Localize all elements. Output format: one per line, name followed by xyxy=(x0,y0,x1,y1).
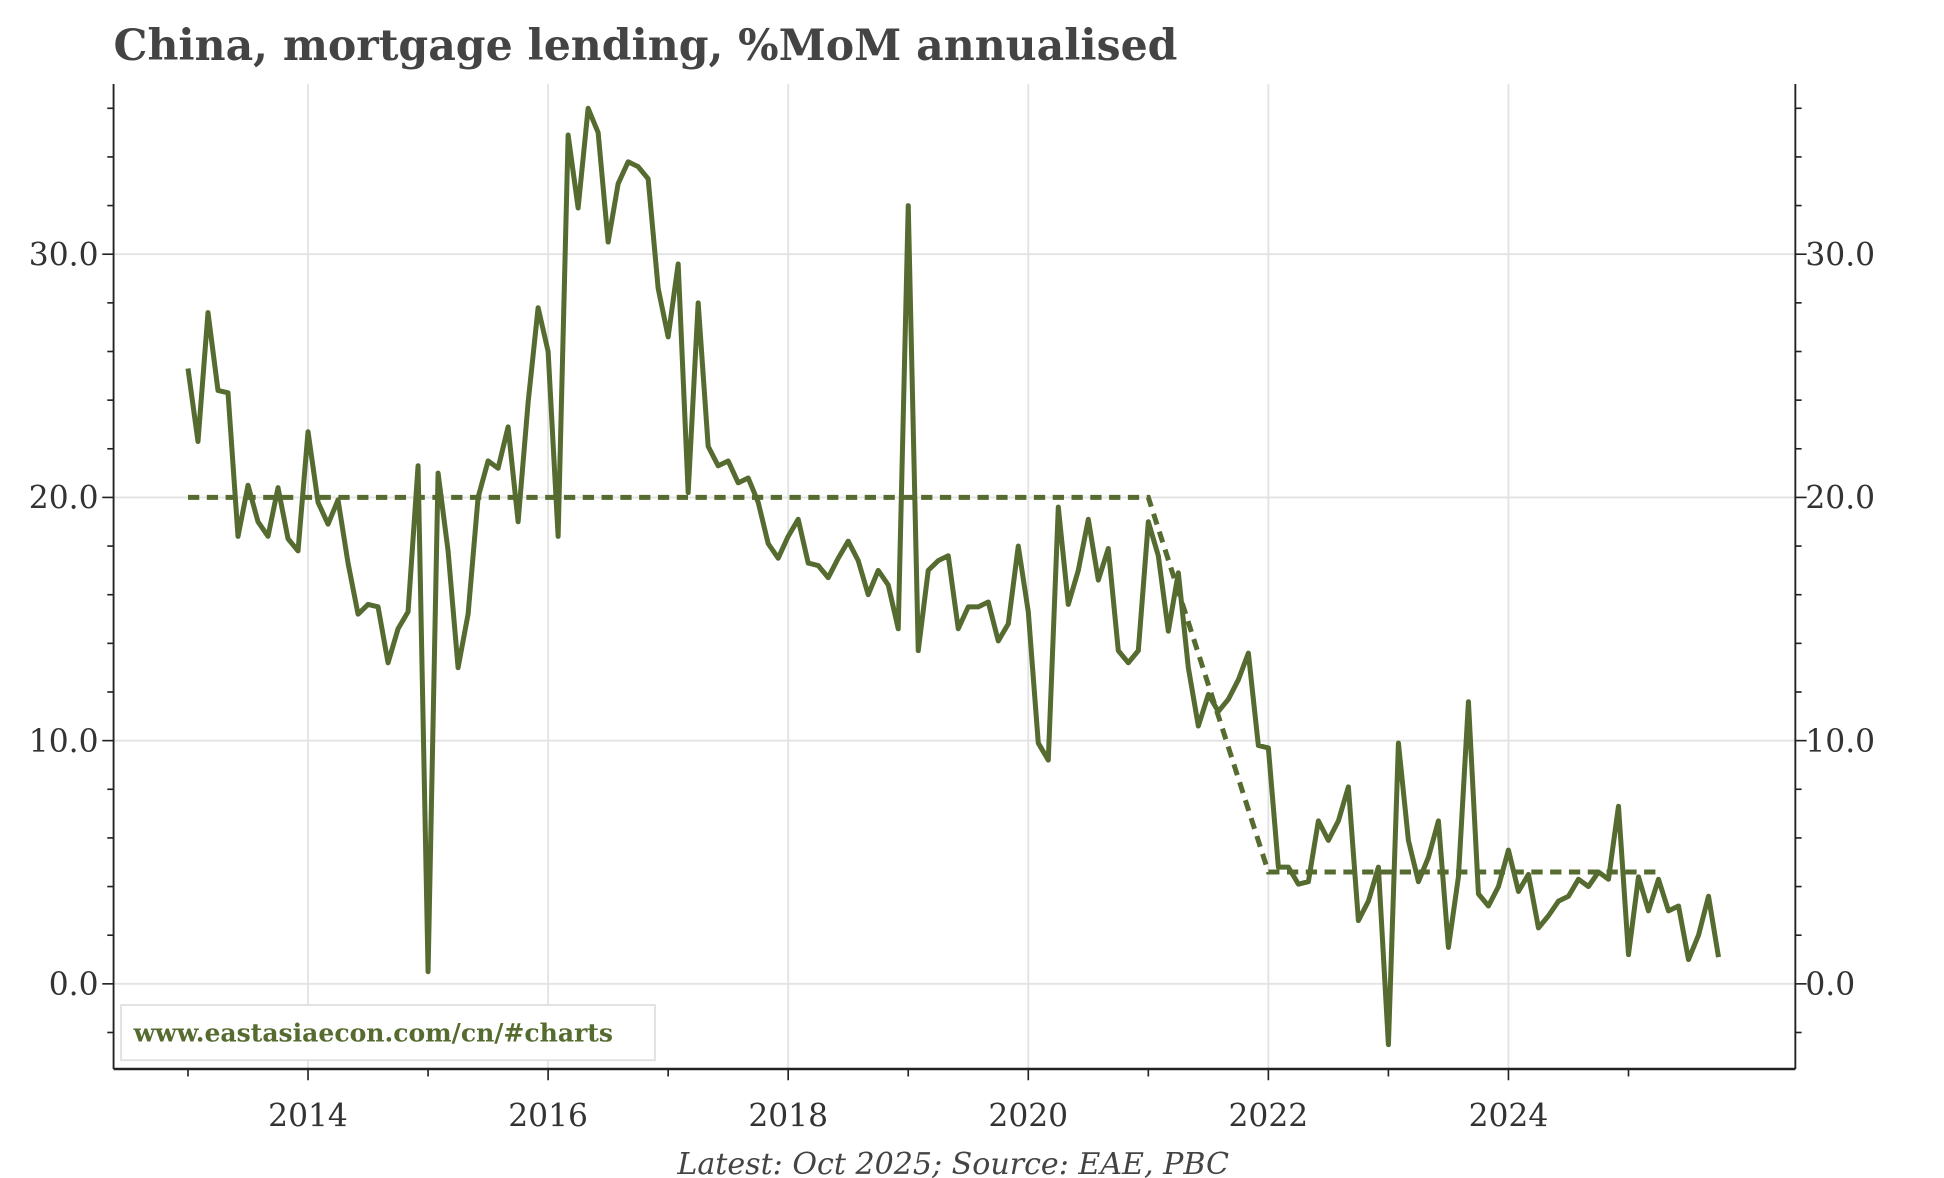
x-tick-label: 2020 xyxy=(988,1099,1068,1135)
x-tick-label: 2014 xyxy=(268,1099,348,1135)
y-tick-label-right: 20.0 xyxy=(1805,481,1875,517)
x-tick-label: 2024 xyxy=(1469,1099,1549,1135)
x-tick-label: 2018 xyxy=(748,1099,828,1135)
watermark-text: www.eastasiaecon.com/cn/#charts xyxy=(133,1017,613,1047)
axes: 0.0 0.0 10.0 10.0 20.0 20.0 30.0 30.0 2014 2016 20… xyxy=(29,83,1875,1135)
y-tick-label-right: 10.0 xyxy=(1805,724,1875,760)
x-tick-label: 2016 xyxy=(508,1099,588,1135)
y-tick-label-right: 0.0 xyxy=(1805,967,1855,1003)
y-tick-label-left: 30.0 xyxy=(29,237,99,273)
y-tick-label-left: 20.0 xyxy=(29,481,99,517)
mortgage-lending-line xyxy=(185,105,1721,1048)
gridlines xyxy=(113,83,1796,1069)
x-tick-label: 2022 xyxy=(1229,1099,1309,1135)
y-tick-label-right: 30.0 xyxy=(1805,237,1875,273)
watermark-box xyxy=(120,1004,656,1062)
source-note: Latest: Oct 2025; Source: EAE, PBC xyxy=(676,1147,1229,1178)
y-tick-label-left: 0.0 xyxy=(49,967,99,1003)
y-tick-label-left: 10.0 xyxy=(29,724,99,760)
trend-line-dashed xyxy=(187,494,1659,875)
watermark: www.eastasiaecon.com/cn/#charts xyxy=(120,1004,656,1062)
series-layer xyxy=(185,105,1721,1048)
chart-title: China, mortgage lending, %MoM annualised xyxy=(114,21,1178,71)
